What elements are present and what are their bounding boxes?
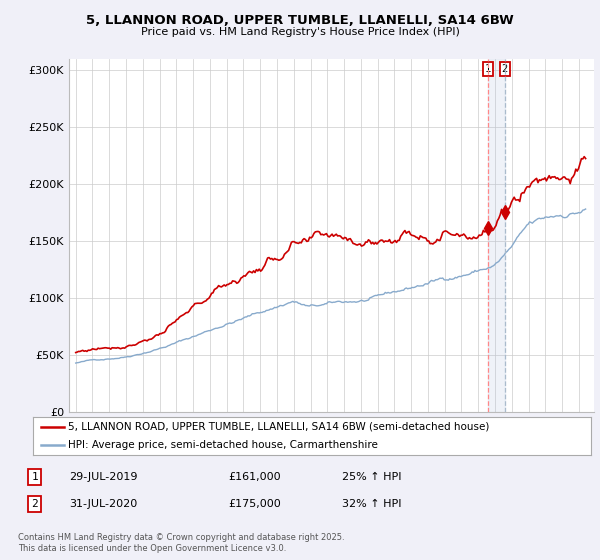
- Bar: [488, 59, 505, 412]
- Text: 2: 2: [31, 499, 38, 509]
- Text: 32% ↑ HPI: 32% ↑ HPI: [342, 499, 401, 509]
- Text: 31-JUL-2020: 31-JUL-2020: [69, 499, 137, 509]
- Text: Contains HM Land Registry data © Crown copyright and database right 2025.
This d: Contains HM Land Registry data © Crown c…: [18, 533, 344, 553]
- Text: 1: 1: [485, 64, 491, 74]
- Text: 2: 2: [502, 64, 508, 74]
- Text: Price paid vs. HM Land Registry's House Price Index (HPI): Price paid vs. HM Land Registry's House …: [140, 27, 460, 37]
- Text: £175,000: £175,000: [228, 499, 281, 509]
- Text: 25% ↑ HPI: 25% ↑ HPI: [342, 472, 401, 482]
- Text: 29-JUL-2019: 29-JUL-2019: [69, 472, 137, 482]
- Text: 5, LLANNON ROAD, UPPER TUMBLE, LLANELLI, SA14 6BW: 5, LLANNON ROAD, UPPER TUMBLE, LLANELLI,…: [86, 14, 514, 27]
- Text: 1: 1: [31, 472, 38, 482]
- Text: £161,000: £161,000: [228, 472, 281, 482]
- Text: 5, LLANNON ROAD, UPPER TUMBLE, LLANELLI, SA14 6BW (semi-detached house): 5, LLANNON ROAD, UPPER TUMBLE, LLANELLI,…: [68, 422, 489, 432]
- Text: HPI: Average price, semi-detached house, Carmarthenshire: HPI: Average price, semi-detached house,…: [68, 440, 377, 450]
